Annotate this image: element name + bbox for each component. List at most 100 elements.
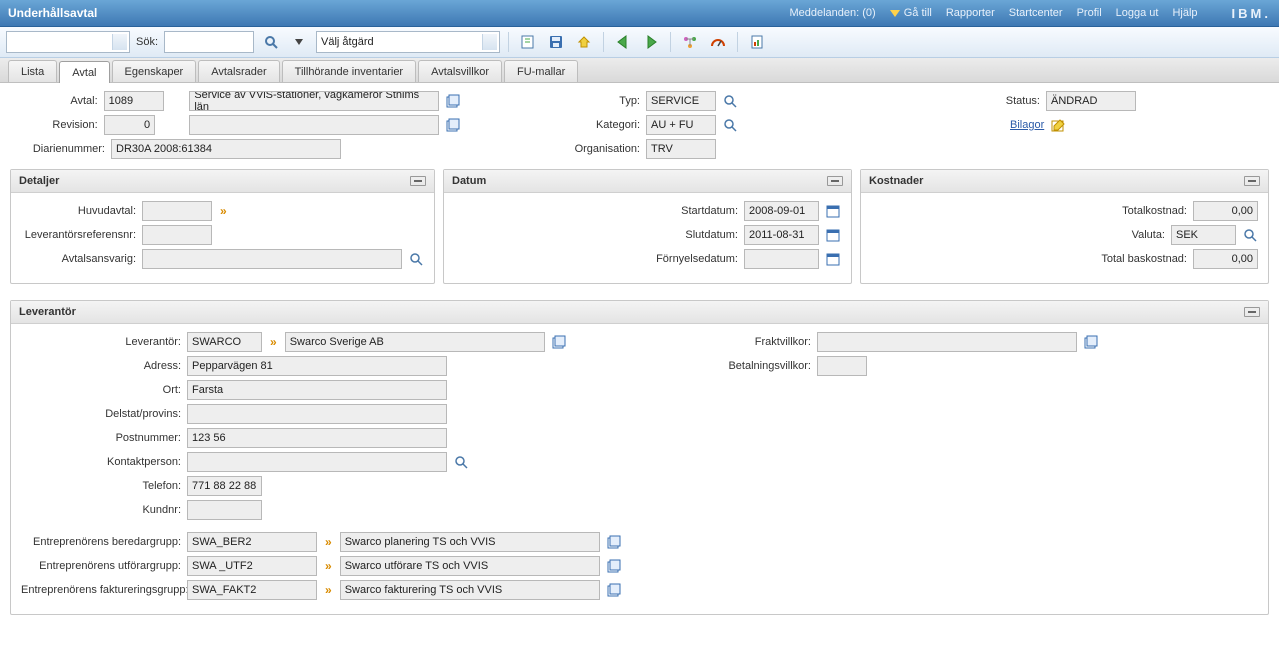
dates-collapse-icon[interactable]: [827, 176, 843, 186]
search-icon[interactable]: [260, 31, 282, 53]
tab-avtalsvillkor[interactable]: Avtalsvillkor: [418, 60, 502, 82]
revision-desc-field: [189, 115, 439, 135]
bilagor-edit-icon[interactable]: [1050, 117, 1066, 133]
tab-fu-mallar[interactable]: FU-mallar: [504, 60, 578, 82]
details-collapse-icon[interactable]: [410, 176, 426, 186]
rapporter-link[interactable]: Rapporter: [946, 7, 995, 19]
utforargrupp-goto-icon[interactable]: »: [323, 559, 334, 573]
new-record-icon[interactable]: [517, 31, 539, 53]
tab-avtalsrader[interactable]: Avtalsrader: [198, 60, 279, 82]
beredargrupp-detail-icon[interactable]: [606, 534, 622, 550]
startcenter-link[interactable]: Startcenter: [1009, 7, 1063, 19]
supplier-left-col: Leverantör: SWARCO » Swarco Sverige AB A…: [21, 332, 631, 604]
leverantor-name-field: Swarco Sverige AB: [285, 332, 545, 352]
bilagor-link[interactable]: Bilagor: [1010, 119, 1044, 131]
panel-costs: Kostnader Totalkostnad: 0,00 Valuta: SEK…: [860, 169, 1269, 284]
ansvarig-label: Avtalsansvarig:: [21, 253, 136, 265]
totalkostnad-field: 0,00: [1193, 201, 1258, 221]
costs-collapse-icon[interactable]: [1244, 176, 1260, 186]
telefon-field: 771 88 22 88: [187, 476, 262, 496]
utforargrupp-detail-icon[interactable]: [606, 558, 622, 574]
three-panels: Detaljer Huvudavtal: » Leverantörsrefere…: [10, 169, 1269, 292]
supplier-collapse-icon[interactable]: [1244, 307, 1260, 317]
messages-link[interactable]: Meddelanden: (0): [789, 7, 875, 19]
revision-field: 0: [104, 115, 156, 135]
avtal-desc-field: Service av VViS-stationer, vägkameror St…: [189, 91, 439, 111]
kategori-lookup-icon[interactable]: [722, 117, 738, 133]
kategori-label: Kategori:: [570, 119, 640, 131]
header-rightlinks: Meddelanden: (0) Gå till Rapporter Start…: [789, 6, 1271, 21]
revision-desc-detail-icon[interactable]: [445, 117, 460, 133]
reports-icon[interactable]: [746, 31, 768, 53]
hjalp-link[interactable]: Hjälp: [1172, 7, 1197, 19]
leverantor-detail-icon[interactable]: [551, 334, 567, 350]
clear-icon[interactable]: [573, 31, 595, 53]
tab-avtal[interactable]: Avtal: [59, 61, 109, 83]
kundnr-field: [187, 500, 262, 520]
avtal-label: Avtal:: [10, 95, 98, 107]
tab-lista[interactable]: Lista: [8, 60, 57, 82]
select-action-combo[interactable]: Välj åtgärd: [316, 31, 500, 53]
totalbaskostnad-field: 0,00: [1193, 249, 1258, 269]
kontakt-lookup-icon[interactable]: [453, 454, 469, 470]
levref-field: [142, 225, 212, 245]
toolbar: Sök: Välj åtgärd: [0, 27, 1279, 58]
costs-title: Kostnader: [869, 175, 923, 187]
kontakt-field: [187, 452, 447, 472]
faktureringsgrupp-detail-icon[interactable]: [606, 582, 622, 598]
leverantor-code-field: SWARCO: [187, 332, 262, 352]
betalningsvillkor-label: Betalningsvillkor:: [691, 360, 811, 372]
faktureringsgrupp-label: Entreprenörens faktureringsgrupp:: [21, 584, 181, 596]
slutdatum-calendar-icon[interactable]: [825, 227, 841, 243]
utforargrupp-name-field: Swarco utförare TS och VVIS: [340, 556, 600, 576]
quicksearch-combo[interactable]: [6, 31, 130, 53]
fornyelsedatum-calendar-icon[interactable]: [825, 251, 841, 267]
startdatum-label: Startdatum:: [454, 205, 738, 217]
levref-label: Leverantörsreferensnr:: [21, 229, 136, 241]
huvudavtal-goto-icon[interactable]: »: [218, 204, 229, 218]
adress-label: Adress:: [21, 360, 181, 372]
typ-field: SERVICE: [646, 91, 716, 111]
dropdown-caret-icon[interactable]: [288, 31, 310, 53]
fraktvillkor-field: [817, 332, 1077, 352]
dashboard-icon[interactable]: [707, 31, 729, 53]
diarienr-field: DR30A 2008:61384: [111, 139, 341, 159]
kategori-field: AU + FU: [646, 115, 716, 135]
ansvarig-lookup-icon[interactable]: [408, 251, 424, 267]
beredargrupp-goto-icon[interactable]: »: [323, 535, 334, 549]
utforargrupp-label: Entreprenörens utförargrupp:: [21, 560, 181, 572]
profil-link[interactable]: Profil: [1077, 7, 1102, 19]
huvudavtal-label: Huvudavtal:: [21, 205, 136, 217]
workflow-icon[interactable]: [679, 31, 701, 53]
telefon-label: Telefon:: [21, 480, 181, 492]
ort-field: Farsta: [187, 380, 447, 400]
status-label: Status:: [980, 95, 1040, 107]
supplier-right-col: Fraktvillkor: Betalningsvillkor:: [691, 332, 1258, 604]
typ-lookup-icon[interactable]: [722, 93, 738, 109]
valuta-lookup-icon[interactable]: [1242, 227, 1258, 243]
tab-egenskaper[interactable]: Egenskaper: [112, 60, 197, 82]
tab-tillhorande-inventarier[interactable]: Tillhörande inventarier: [282, 60, 416, 82]
kundnr-label: Kundnr:: [21, 504, 181, 516]
faktureringsgrupp-goto-icon[interactable]: »: [323, 583, 334, 597]
dates-title: Datum: [452, 175, 486, 187]
save-icon[interactable]: [545, 31, 567, 53]
totalkostnad-label: Totalkostnad:: [871, 205, 1187, 217]
avtal-desc-detail-icon[interactable]: [445, 93, 460, 109]
search-input[interactable]: [164, 31, 254, 53]
postnr-label: Postnummer:: [21, 432, 181, 444]
tab-bar: Lista Avtal Egenskaper Avtalsrader Tillh…: [0, 58, 1279, 83]
prev-icon[interactable]: [612, 31, 634, 53]
fornyelsedatum-label: Förnyelsedatum:: [454, 253, 738, 265]
gatill-link[interactable]: Gå till: [890, 7, 932, 19]
top-info-grid: Avtal: 1089 Service av VViS-stationer, v…: [10, 91, 1269, 159]
leverantor-goto-icon[interactable]: »: [268, 335, 279, 349]
fraktvillkor-detail-icon[interactable]: [1083, 334, 1099, 350]
next-icon[interactable]: [640, 31, 662, 53]
fraktvillkor-label: Fraktvillkor:: [691, 336, 811, 348]
panel-dates: Datum Startdatum: 2008-09-01 Slutdatum: …: [443, 169, 852, 284]
gatill-arrow-icon: [890, 10, 900, 17]
typ-label: Typ:: [570, 95, 640, 107]
loggaut-link[interactable]: Logga ut: [1116, 7, 1159, 19]
startdatum-calendar-icon[interactable]: [825, 203, 841, 219]
